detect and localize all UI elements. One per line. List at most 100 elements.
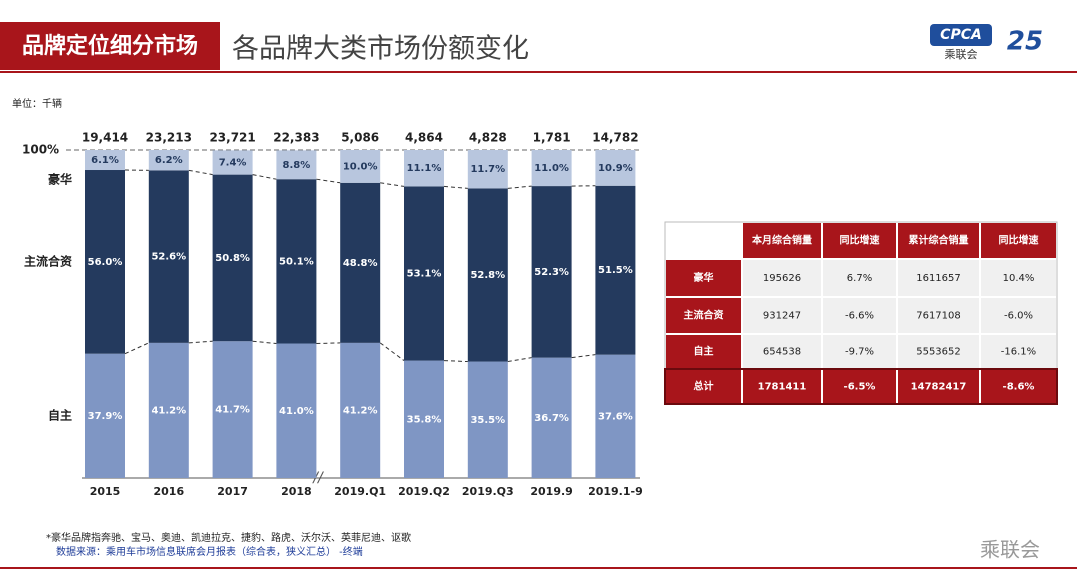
bar-segment bbox=[276, 343, 317, 478]
bar-segment bbox=[531, 150, 572, 187]
connector bbox=[571, 354, 596, 359]
logo: CPCA bbox=[940, 27, 982, 43]
table-cell bbox=[823, 370, 896, 403]
cell-text: 1781411 bbox=[758, 382, 807, 393]
data-label: 53.1% bbox=[407, 268, 442, 279]
x-tick-label: 2016 bbox=[153, 485, 184, 498]
tag-bg bbox=[0, 22, 220, 70]
x-tick-label: 2019.1-9 bbox=[588, 485, 643, 498]
bar-segment bbox=[340, 342, 381, 478]
cell-text: 6.7% bbox=[847, 273, 872, 284]
data-label: 35.8% bbox=[407, 414, 442, 425]
data-label: 48.8% bbox=[343, 258, 378, 269]
connector bbox=[124, 342, 150, 355]
data-label: 51.5% bbox=[598, 265, 633, 276]
cell-text: -6.5% bbox=[844, 382, 876, 393]
cell-text: 累计综合销量 bbox=[909, 234, 969, 247]
cell-text: 195626 bbox=[763, 273, 801, 284]
connector bbox=[443, 360, 468, 363]
table-cell bbox=[743, 260, 821, 296]
data-label: 41.7% bbox=[215, 405, 250, 416]
data-label: 50.1% bbox=[279, 256, 314, 267]
data-label: 10.9% bbox=[598, 163, 633, 174]
bar-segment bbox=[467, 150, 508, 189]
connector bbox=[443, 185, 468, 189]
table-cell bbox=[981, 298, 1056, 333]
table-cell bbox=[823, 260, 896, 296]
data-label: 6.2% bbox=[155, 155, 183, 166]
bar-segment bbox=[595, 185, 636, 355]
total-label: 4,864 bbox=[405, 131, 443, 145]
connector bbox=[188, 340, 213, 344]
cell-text: 豪华 bbox=[694, 271, 714, 284]
x-tick-label: 2017 bbox=[217, 485, 248, 498]
bar-segment bbox=[276, 179, 317, 344]
data-label: 41.2% bbox=[343, 405, 378, 416]
data-label: 10.0% bbox=[343, 161, 378, 172]
cell-text: 654538 bbox=[763, 347, 801, 358]
table-cell bbox=[823, 223, 896, 258]
connector bbox=[316, 342, 341, 345]
table-cell bbox=[743, 298, 821, 333]
table-cell bbox=[898, 298, 979, 333]
data-label: 56.0% bbox=[88, 257, 123, 268]
table-cell bbox=[666, 260, 741, 296]
data-label: 41.0% bbox=[279, 406, 314, 417]
cell-text: 5553652 bbox=[916, 347, 961, 358]
data-label: 37.9% bbox=[88, 411, 123, 422]
cell-text: -9.7% bbox=[845, 347, 874, 358]
bar-segment bbox=[148, 150, 189, 171]
bar-segment bbox=[531, 357, 572, 478]
bar-segment bbox=[148, 170, 189, 343]
cell-text: -6.6% bbox=[845, 311, 874, 322]
cell-text: 7617108 bbox=[916, 311, 961, 322]
data-label: 50.8% bbox=[215, 253, 250, 264]
bar-segment bbox=[276, 150, 317, 180]
table-cell bbox=[666, 370, 741, 403]
source: 数据来源：乘用车市场信息联席会月报表（综合表，狭义汇总） -终端 bbox=[56, 545, 363, 558]
total-border bbox=[664, 368, 1058, 405]
data-label: 8.8% bbox=[283, 160, 311, 171]
cell-text: 同比增速 bbox=[840, 234, 880, 247]
connector bbox=[316, 178, 341, 184]
cell-text: 总计 bbox=[694, 380, 714, 393]
data-label: 52.3% bbox=[534, 267, 569, 278]
cell-text: 14782417 bbox=[911, 382, 967, 393]
slide-title: 各品牌大类市场份额变化 bbox=[232, 34, 529, 65]
connector bbox=[380, 182, 405, 187]
data-label: 35.5% bbox=[470, 415, 505, 426]
cell-text: 主流合资 bbox=[684, 309, 724, 322]
x-tick-label: 2019.Q3 bbox=[462, 485, 514, 498]
bar-segment bbox=[148, 342, 189, 478]
cell-text: 本月综合销量 bbox=[752, 234, 812, 247]
logo-bg bbox=[930, 24, 992, 46]
connector bbox=[507, 357, 532, 363]
tag: 品牌定位细分市场 bbox=[22, 33, 198, 59]
note: *豪华品牌指奔驰、宝马、奥迪、凯迪拉克、捷豹、路虎、沃尔沃、英菲尼迪、讴歌 bbox=[46, 531, 411, 544]
data-label: 11.0% bbox=[534, 163, 569, 174]
table-cell bbox=[666, 298, 741, 333]
x-tick-label: 2015 bbox=[90, 485, 121, 498]
bar-segment bbox=[404, 360, 444, 478]
data-label: 7.4% bbox=[219, 157, 247, 168]
connector bbox=[379, 342, 405, 361]
table-cell bbox=[743, 370, 821, 403]
bar-segment bbox=[212, 174, 253, 342]
bar-segment bbox=[531, 186, 572, 358]
table-cell bbox=[743, 223, 821, 258]
total-label: 14,782 bbox=[592, 131, 638, 145]
total-label: 23,721 bbox=[209, 131, 255, 145]
bar-segment bbox=[212, 341, 253, 478]
table-cell bbox=[898, 223, 979, 258]
cell-text: 同比增速 bbox=[999, 234, 1039, 247]
y-tick-label: 100% bbox=[22, 143, 59, 157]
table-cell bbox=[743, 335, 821, 368]
data-label: 52.8% bbox=[470, 270, 505, 281]
connector bbox=[188, 169, 213, 176]
total-label: 1,781 bbox=[533, 131, 571, 145]
data-label: 41.2% bbox=[151, 405, 186, 416]
table-cell bbox=[981, 370, 1056, 403]
unit: 单位：千辆 bbox=[12, 97, 62, 110]
table-cell bbox=[666, 335, 741, 368]
total-label: 23,213 bbox=[146, 131, 192, 145]
